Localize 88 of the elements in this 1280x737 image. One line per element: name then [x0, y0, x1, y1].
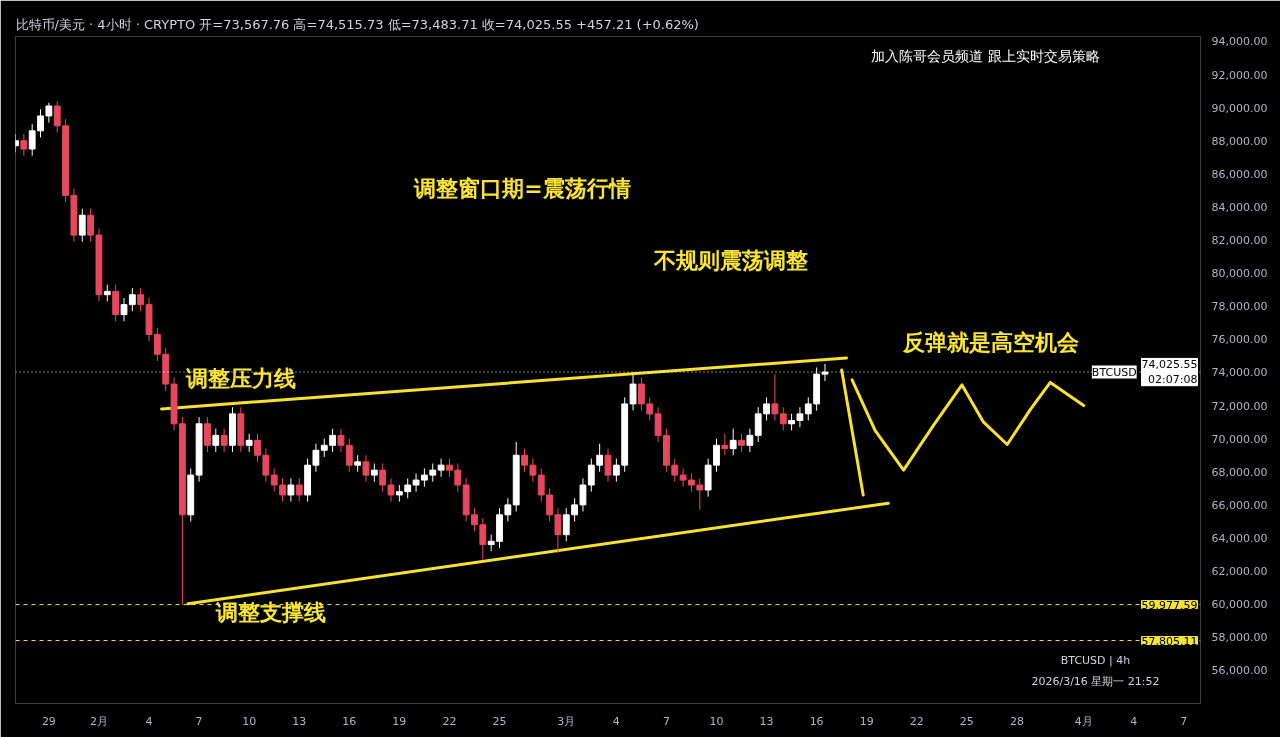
candlestick — [20, 133, 28, 157]
candlestick — [604, 448, 612, 483]
x-tick-label: 29 — [41, 714, 56, 728]
candlestick — [28, 123, 36, 157]
annotation: 调整支撑线 — [214, 600, 326, 625]
candlestick — [746, 428, 754, 453]
y-tick-label: 72,000.00 — [1211, 399, 1268, 413]
candlestick — [245, 433, 253, 453]
y-tick-label: 68,000.00 — [1211, 465, 1268, 479]
annotation: BTCUSD | 4h — [1060, 654, 1131, 667]
y-tick-label: 78,000.00 — [1211, 300, 1268, 314]
x-tick-label: 13 — [292, 714, 307, 728]
candlestick — [779, 406, 787, 431]
candlestick — [337, 428, 345, 453]
y-tick-label: 88,000.00 — [1211, 134, 1268, 148]
candlestick — [721, 433, 729, 456]
x-tick-label: 19 — [859, 714, 874, 728]
x-tick-label: 28 — [1009, 714, 1024, 728]
candlestick — [204, 416, 211, 453]
x-tick-label: 16 — [342, 714, 357, 728]
x-tick-label: 7 — [662, 714, 670, 728]
annotation: 反弹就是高空机会 — [901, 330, 1080, 355]
candlestick — [345, 438, 353, 473]
y-tick-label: 76,000.00 — [1211, 333, 1268, 347]
candlestick — [137, 287, 145, 312]
y-tick-label: 66,000.00 — [1211, 498, 1268, 512]
x-tick-label: 4 — [145, 714, 153, 728]
y-tick-label: 80,000.00 — [1211, 267, 1268, 281]
y-tick-label: 74,000.00 — [1211, 366, 1268, 380]
annotation: 加入陈哥会员频道 跟上实时交易策略 — [871, 47, 1100, 64]
x-tick-label: 22 — [909, 714, 924, 728]
y-tick-label: 60,000.00 — [1211, 598, 1268, 612]
candlestick — [220, 428, 228, 453]
candlestick — [754, 406, 762, 443]
candlestick — [763, 396, 770, 421]
y-tick-label: 70,000.00 — [1211, 432, 1268, 446]
y-tick-label: 56,000.00 — [1211, 664, 1268, 678]
x-tick-label: 7 — [1180, 714, 1188, 728]
x-tick-label: 7 — [195, 714, 203, 728]
candlestick — [362, 454, 370, 483]
candlestick — [429, 463, 437, 483]
x-tick-label: 10 — [242, 714, 257, 728]
y-tick-label: 62,000.00 — [1211, 565, 1268, 579]
candlestick — [287, 477, 295, 503]
candlestick — [729, 428, 737, 456]
y-tick-label: 90,000.00 — [1211, 101, 1268, 115]
x-tick-label: 25 — [492, 714, 507, 728]
x-tick-label: 2月 — [89, 714, 108, 728]
x-tick-label: 25 — [959, 714, 974, 728]
annotation: 2026/3/16 星期一 21:52 — [1031, 675, 1160, 688]
candlestick — [212, 428, 220, 453]
x-tick-label: 13 — [759, 714, 774, 728]
y-tick-label: 84,000.00 — [1211, 200, 1268, 214]
annotation: 调整压力线 — [184, 366, 296, 391]
x-tick-label: 22 — [442, 714, 457, 728]
candlestick — [738, 433, 745, 453]
candlestick — [437, 458, 445, 478]
candlestick — [637, 376, 645, 412]
x-tick-label: 3月 — [557, 714, 576, 728]
candlestick — [295, 477, 303, 503]
y-tick-label: 92,000.00 — [1211, 68, 1268, 82]
candlestick — [128, 287, 136, 312]
x-tick-label: 4 — [1130, 714, 1138, 728]
x-tick-label: 10 — [709, 714, 724, 728]
candlestick — [78, 208, 86, 243]
x-tick-label: 4月 — [1074, 714, 1093, 728]
candlestick — [312, 443, 320, 473]
y-tick-label: 86,000.00 — [1211, 167, 1268, 181]
candlestick — [771, 373, 779, 421]
y-tick-label: 64,000.00 — [1211, 531, 1268, 545]
candlestick — [120, 297, 128, 322]
candlestick — [112, 284, 120, 322]
x-tick-label: 16 — [809, 714, 824, 728]
annotation: BTCUSD — [1091, 365, 1137, 379]
line-series — [850, 378, 1086, 472]
x-tick-label: 4 — [612, 714, 620, 728]
annotation: 不规则震荡调整 — [652, 248, 808, 273]
x-tick-label: 19 — [392, 714, 407, 728]
y-tick-label: 58,000.00 — [1211, 631, 1268, 645]
chart-title: 比特币/美元 · 4小时 · CRYPTO 开=73,567.76 高=74,515.73 低=73,483.71 收=74,025.55 +457.21 (+0.62%) — [15, 16, 699, 32]
y-tick-label: 94,000.00 — [1211, 35, 1268, 49]
ref-line-label: 59,977.59 — [1141, 598, 1198, 612]
ref-line-label: 74,025.55 02:07:08 — [1141, 358, 1198, 386]
ref-line-label: 57,805.11 — [1141, 634, 1198, 648]
y-tick-label: 82,000.00 — [1211, 234, 1268, 248]
candlestick — [554, 507, 562, 554]
candlestick — [370, 463, 378, 483]
annotation: 调整窗口期=震荡行情 — [413, 176, 631, 201]
